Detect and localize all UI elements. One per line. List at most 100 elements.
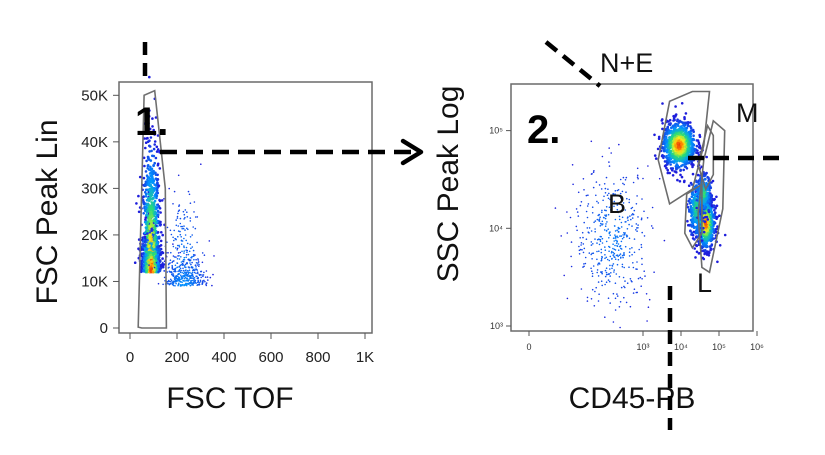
- event-dot: [191, 274, 194, 277]
- event-dot: [608, 147, 610, 149]
- event-dot: [593, 170, 595, 172]
- event-dot: [582, 251, 585, 254]
- event-dot: [154, 255, 158, 258]
- event-dot: [181, 225, 183, 228]
- event-dot: [691, 172, 695, 176]
- event-dot: [677, 132, 680, 135]
- panel-1-plot-frame: [118, 81, 373, 334]
- event-dot: [704, 235, 707, 239]
- event-dot: [688, 197, 691, 201]
- event-dot: [583, 247, 586, 250]
- event-dot: [178, 265, 181, 268]
- event-dot: [182, 210, 185, 213]
- event-dot: [715, 204, 719, 208]
- event-dot: [605, 271, 608, 274]
- event-dot: [679, 173, 682, 177]
- event-dot: [581, 231, 584, 234]
- event-dot: [139, 270, 143, 274]
- event-dot: [672, 149, 675, 153]
- event-dot: [166, 271, 169, 273]
- event-dot: [687, 137, 690, 141]
- event-dot: [671, 131, 674, 134]
- event-dot: [151, 270, 155, 274]
- event-dot: [163, 198, 165, 200]
- event-dot: [613, 248, 616, 251]
- event-dot: [146, 238, 149, 242]
- event-dot: [624, 179, 627, 181]
- panel-1-y-axis-title: FSC Peak Lin: [31, 119, 64, 304]
- event-dot: [690, 163, 693, 166]
- event-dot: [142, 156, 146, 160]
- event-dot: [152, 147, 156, 151]
- event-dot: [183, 213, 186, 216]
- event-dot: [600, 257, 603, 260]
- event-dot: [193, 211, 195, 213]
- event-dot: [150, 235, 153, 238]
- event-dot: [595, 286, 597, 289]
- event-dot: [616, 189, 619, 192]
- event-dot: [187, 280, 189, 282]
- event-dot: [669, 144, 672, 147]
- event-dot: [162, 262, 164, 265]
- event-dot: [188, 279, 190, 281]
- event-dot: [618, 276, 621, 278]
- event-dot: [653, 154, 657, 157]
- event-dot: [684, 145, 688, 148]
- event-dot: [153, 212, 157, 215]
- event-dot: [153, 238, 157, 242]
- event-dot: [631, 213, 634, 215]
- event-dot: [200, 163, 202, 165]
- event-dot: [154, 234, 157, 238]
- event-dot: [619, 192, 622, 195]
- y-tick-label: 10⁵: [489, 126, 503, 136]
- event-dot: [183, 280, 186, 282]
- event-dot: [617, 189, 620, 191]
- event-dot: [597, 262, 600, 265]
- event-dot: [708, 245, 712, 248]
- event-dot: [663, 239, 666, 242]
- event-dot: [150, 267, 153, 271]
- event-dot: [192, 268, 195, 271]
- event-dot: [710, 204, 714, 207]
- event-dot: [695, 244, 699, 248]
- event-dot: [554, 207, 557, 209]
- y-tick-label: 20K: [81, 227, 108, 244]
- event-dot: [621, 237, 624, 240]
- event-dot: [619, 245, 621, 248]
- event-dot: [610, 152, 612, 154]
- event-dot: [635, 291, 638, 294]
- event-dot: [613, 240, 615, 242]
- event-dot: [680, 175, 684, 179]
- event-dot: [622, 176, 625, 179]
- event-dot: [154, 217, 158, 221]
- event-dot: [654, 157, 658, 160]
- event-dot: [183, 256, 186, 259]
- event-dot: [148, 139, 151, 142]
- event-dot: [155, 194, 159, 198]
- y-tick-label: 50K: [81, 87, 108, 104]
- event-dot: [630, 207, 633, 210]
- event-dot: [190, 266, 193, 269]
- event-dot: [208, 240, 211, 242]
- event-dot: [149, 183, 152, 187]
- event-dot: [186, 216, 189, 218]
- event-dot: [201, 252, 204, 254]
- event-dot: [588, 252, 591, 254]
- event-dot: [618, 215, 621, 218]
- event-dot: [657, 137, 661, 140]
- event-dot: [684, 165, 688, 168]
- event-dot: [191, 246, 194, 248]
- event-dot: [669, 122, 672, 125]
- event-dot: [601, 255, 603, 258]
- y-tick-label: 10³: [490, 321, 503, 331]
- event-dot: [680, 164, 683, 168]
- event-dot: [614, 282, 617, 285]
- event-dot: [156, 148, 160, 151]
- event-dot: [180, 274, 182, 277]
- event-dot: [179, 230, 181, 233]
- event-dot: [693, 148, 696, 151]
- event-dot: [601, 237, 604, 240]
- event-dot: [616, 254, 619, 256]
- event-dot: [153, 199, 157, 203]
- event-dot: [152, 164, 155, 168]
